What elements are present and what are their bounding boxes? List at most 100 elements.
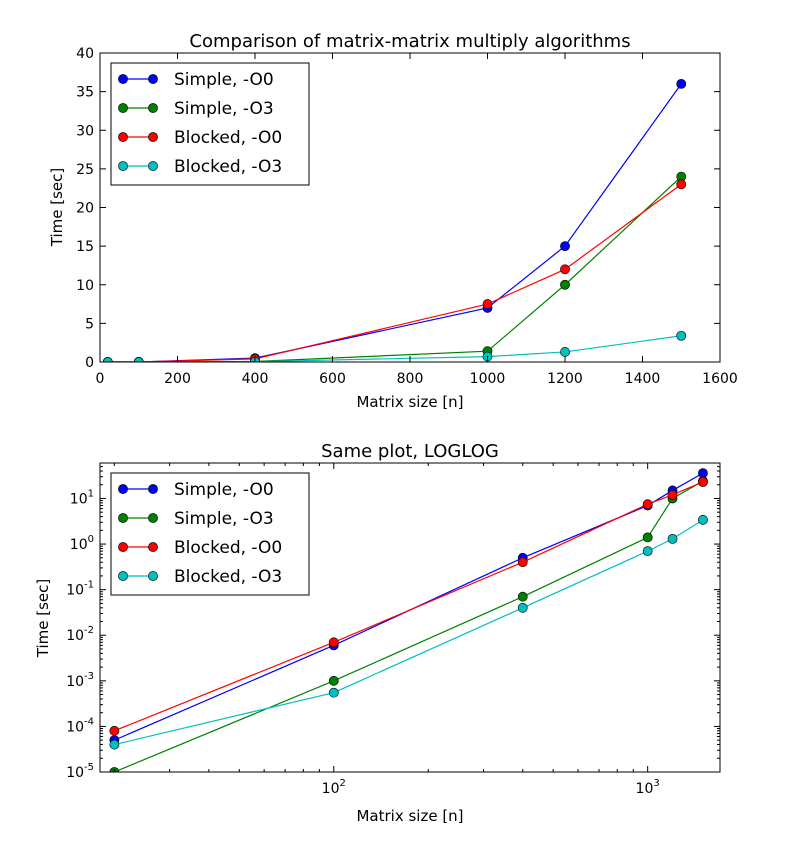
legend: Simple, -O0 Simple, -O3 Blocked, -O0 Blocke… — [110, 472, 310, 596]
data-point — [676, 330, 687, 341]
y-tick-label: 35 — [76, 85, 94, 101]
legend-item: Blocked, -O0 — [118, 128, 282, 148]
y-tick-label: 5 — [85, 316, 94, 332]
legend-marker — [148, 484, 158, 494]
legend-marker — [118, 571, 128, 581]
legend-box — [110, 62, 310, 186]
series-line — [114, 472, 704, 741]
y-tick-label: 20 — [76, 201, 94, 217]
legend-label: Simple, -O3 — [174, 99, 274, 119]
x-tick-label: 200 — [164, 371, 191, 387]
plot-area — [109, 468, 708, 772]
legend-label: Simple, -O0 — [174, 70, 274, 90]
x-tick-label: 1600 — [702, 371, 738, 387]
legend-marker — [118, 161, 128, 171]
data-point — [517, 602, 528, 613]
legend-label: Blocked, -O3 — [174, 157, 282, 177]
data-point — [328, 687, 339, 698]
x-tick-label: 400 — [242, 371, 269, 387]
legend-item: Simple, -O0 — [118, 480, 274, 500]
data-point — [109, 739, 120, 750]
data-point — [667, 533, 678, 544]
data-point — [560, 241, 570, 252]
y-axis-label: Time [sec] — [34, 579, 52, 658]
y-tick-label: 101 — [70, 488, 94, 507]
legend-marker — [118, 103, 128, 113]
legend-label: Blocked, -O3 — [174, 567, 282, 587]
x-tick-label: 103 — [636, 778, 660, 797]
x-tick-label: 1000 — [470, 371, 506, 387]
legend-label: Simple, -O3 — [174, 509, 274, 529]
data-point — [642, 546, 653, 557]
y-tick-label: 100 — [70, 534, 94, 553]
y-tick-label: 10-1 — [66, 580, 94, 599]
data-point — [642, 532, 653, 543]
legend-marker — [148, 132, 158, 142]
chart-title: Comparison of matrix-matrix multiply alg… — [189, 31, 630, 52]
legend-label: Blocked, -O0 — [174, 538, 282, 558]
data-point — [482, 299, 493, 309]
x-tick-label: 0 — [96, 371, 105, 387]
chart-title: Same plot, LOGLOG — [321, 441, 499, 462]
data-point — [109, 725, 120, 736]
series-line — [107, 335, 682, 362]
ticks: 0 200 400 600 800 1000 1200 1400 1600 0 5 10 15 20 25 3… — [76, 46, 738, 387]
y-tick-label: 10-2 — [66, 625, 94, 644]
series-line — [114, 519, 704, 746]
legend-item: Blocked, -O3 — [118, 157, 282, 177]
legend-item: Simple, -O3 — [118, 509, 274, 529]
series-line — [114, 480, 704, 772]
legend-marker — [148, 103, 158, 113]
data-point — [676, 179, 687, 190]
series-blocked-o3 — [102, 330, 687, 362]
ticks: 102 103 10-5 10-4 10-3 10-2 10-1 100 101 — [66, 462, 720, 797]
data-point — [698, 477, 708, 487]
legend-box — [110, 472, 310, 596]
linear-chart: Comparison of matrix-matrix multiply alg… — [48, 31, 738, 411]
data-point — [642, 499, 653, 510]
y-axis-label: Time [sec] — [48, 168, 66, 247]
x-tick-label: 800 — [397, 371, 424, 387]
legend-marker — [148, 513, 158, 523]
y-tick-label: 25 — [76, 162, 94, 178]
series-simple-o3 — [102, 171, 687, 362]
legend-label: Simple, -O0 — [174, 480, 274, 500]
y-tick-label: 40 — [76, 46, 94, 62]
y-tick-label: 10-3 — [66, 671, 94, 690]
legend: Simple, -O0 Simple, -O3 Blocked, -O0 Blocke… — [110, 62, 310, 186]
series-blocked-o3 — [109, 514, 708, 750]
legend-marker — [118, 484, 128, 494]
legend-item: Blocked, -O0 — [118, 538, 282, 558]
legend-marker — [118, 542, 128, 552]
legend-marker — [118, 132, 128, 142]
data-point — [560, 347, 570, 357]
data-point — [676, 79, 687, 89]
series-line — [107, 183, 682, 362]
legend-marker — [148, 542, 158, 552]
data-point — [517, 591, 528, 602]
legend-item: Blocked, -O3 — [118, 567, 282, 587]
legend-marker — [118, 513, 128, 523]
y-tick-label: 10-5 — [66, 762, 94, 781]
data-point — [328, 675, 339, 686]
data-point — [560, 264, 570, 275]
y-tick-label: 0 — [85, 355, 94, 371]
legend-item: Simple, -O3 — [118, 99, 274, 119]
legend-marker — [148, 161, 158, 171]
legend-marker — [118, 74, 128, 84]
x-axis-label: Matrix size [n] — [356, 807, 463, 825]
legend-marker — [148, 571, 158, 581]
legend-label: Blocked, -O0 — [174, 128, 282, 148]
legend-item: Simple, -O0 — [118, 70, 274, 90]
y-tick-label: 15 — [76, 239, 94, 255]
y-tick-label: 10-4 — [66, 716, 94, 735]
data-point — [698, 514, 708, 525]
x-axis-label: Matrix size [n] — [356, 393, 463, 411]
x-tick-label: 600 — [319, 371, 346, 387]
x-tick-label: 102 — [322, 778, 346, 797]
data-point — [328, 637, 339, 648]
data-point — [517, 557, 528, 568]
x-tick-label: 1400 — [625, 371, 661, 387]
series-blocked-o0 — [102, 179, 687, 362]
